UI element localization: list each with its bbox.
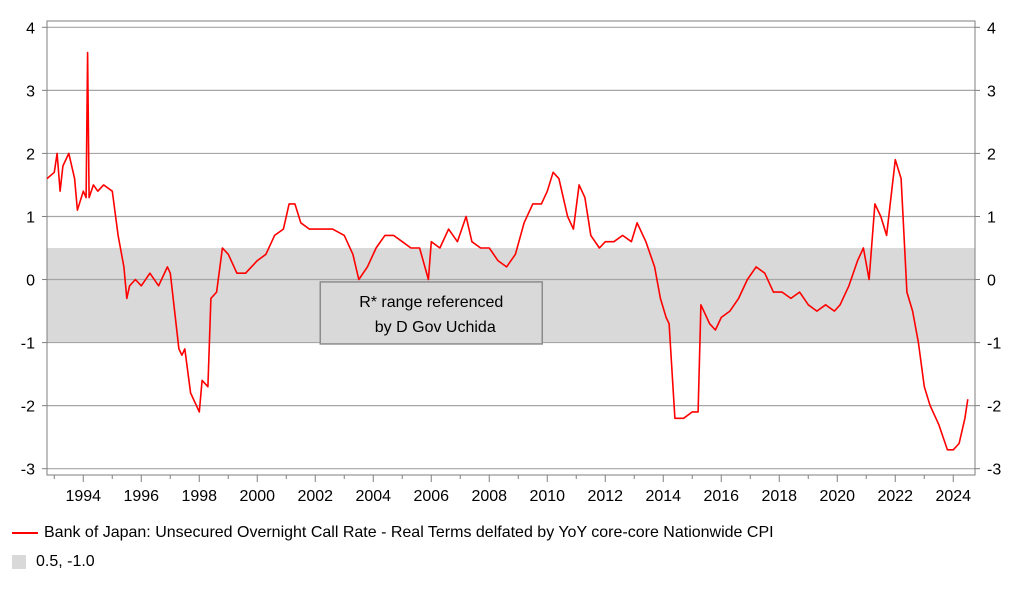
x-tick-label: 2022 <box>877 488 913 505</box>
x-tick-label: 2000 <box>239 488 275 505</box>
x-tick-label: 2016 <box>703 488 739 505</box>
x-tick-label: 2006 <box>413 488 449 505</box>
series-line <box>46 51 969 451</box>
x-axis: 1994 1996 1998 2000 2002 2004 2006 2008 2010 2012… <box>53 475 971 505</box>
y-tick-label-right: 3 <box>987 83 996 100</box>
legend-series-label: Bank of Japan: Unsecured Overnight Call … <box>44 524 774 541</box>
y-tick-label-right: 0 <box>987 273 996 290</box>
x-tick-label: 2014 <box>645 488 681 505</box>
x-tick-label: 1994 <box>65 488 101 505</box>
y-axis-right: 4 3 2 1 0 -1 -2 -3 <box>975 20 1001 479</box>
x-tick-label: 2012 <box>587 488 623 505</box>
y-tick-label-left: 4 <box>26 20 35 37</box>
x-tick-label: 1996 <box>123 488 159 505</box>
y-tick-label-left: 2 <box>26 146 35 163</box>
y-tick-label-right: 1 <box>987 209 996 226</box>
chart-canvas: 4 3 2 1 0 -1 -2 -3 4 3 2 1 0 -1 -2 -3 1994 1996 1998 2000… <box>21 20 1002 505</box>
annotation-line-2: by D Gov Uchida <box>375 319 496 336</box>
x-tick-label: 2002 <box>297 488 333 505</box>
y-tick-label-left: -1 <box>21 336 35 353</box>
y-tick-label-left: 0 <box>26 273 35 290</box>
x-tick-label: 2020 <box>819 488 855 505</box>
y-tick-label-left: 1 <box>26 209 35 226</box>
x-tick-label: 2010 <box>529 488 565 505</box>
x-tick-label: 2024 <box>935 488 971 505</box>
y-tick-label-left: 3 <box>26 83 35 100</box>
x-tick-label: 2004 <box>355 488 391 505</box>
x-tick-label: 2018 <box>761 488 797 505</box>
legend-series: Bank of Japan: Unsecured Overnight Call … <box>12 524 774 542</box>
y-tick-label-right: 4 <box>987 20 996 37</box>
legend-line-swatch <box>12 532 38 534</box>
y-tick-label-right: -1 <box>987 336 1001 353</box>
y-tick-label-left: -3 <box>21 462 35 479</box>
y-tick-label-left: -2 <box>21 399 35 416</box>
y-axis-left: 4 3 2 1 0 -1 -2 -3 <box>21 20 47 479</box>
y-tick-label-right: 2 <box>987 146 996 163</box>
legend-band-label: 0.5, -1.0 <box>36 553 95 570</box>
annotation-box: R* range referenced by D Gov Uchida <box>319 281 543 345</box>
x-tick-label: 2008 <box>471 488 507 505</box>
y-tick-label-right: -2 <box>987 399 1001 416</box>
x-tick-label: 1998 <box>181 488 217 505</box>
plot-border <box>46 20 976 476</box>
legend-band-swatch <box>12 555 26 569</box>
annotation-line-1: R* range referenced <box>359 294 503 311</box>
y-tick-label-right: -3 <box>987 462 1001 479</box>
legend-band: 0.5, -1.0 <box>12 553 95 571</box>
